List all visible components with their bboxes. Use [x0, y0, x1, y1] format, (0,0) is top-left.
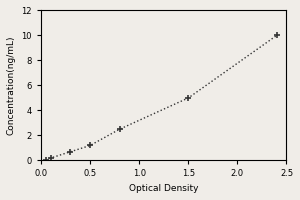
- Y-axis label: Concentration(ng/mL): Concentration(ng/mL): [7, 36, 16, 135]
- X-axis label: Optical Density: Optical Density: [129, 184, 199, 193]
